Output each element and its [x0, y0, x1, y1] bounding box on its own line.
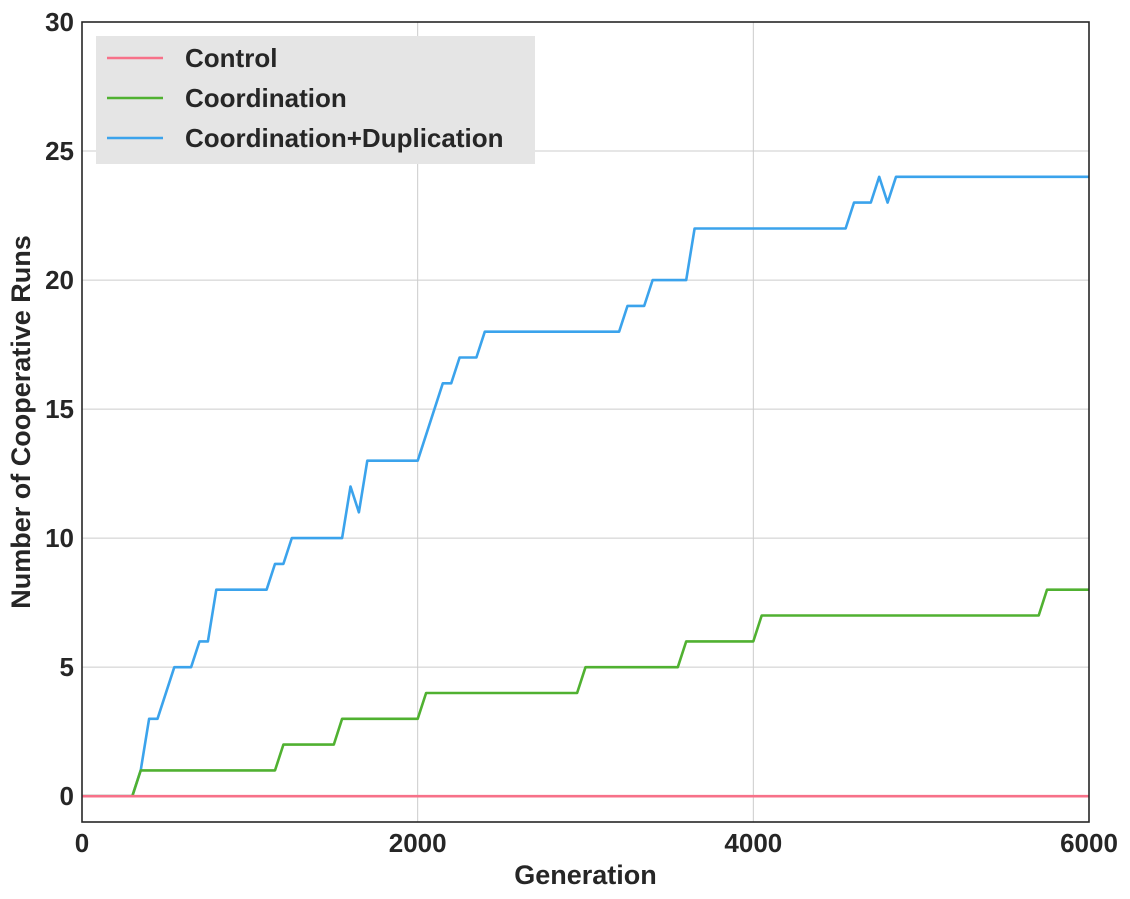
y-tick-label: 0 — [60, 781, 74, 811]
legend-label: Control — [185, 43, 277, 73]
y-axis-title: Number of Cooperative Runs — [6, 235, 36, 609]
y-tick-label: 10 — [45, 523, 74, 553]
series-line-coordination-duplication — [82, 175, 1089, 798]
x-axis-title: Generation — [514, 860, 657, 890]
legend-label: Coordination+Duplication — [185, 123, 504, 153]
series-line-coordination — [82, 588, 1089, 798]
y-tick-label: 5 — [60, 652, 74, 682]
y-tick-label: 20 — [45, 265, 74, 295]
x-tick-label: 4000 — [724, 828, 782, 858]
y-tick-labels: 0 5 10 15 20 25 30 — [45, 7, 74, 811]
x-tick-label: 0 — [75, 828, 89, 858]
x-tick-label: 6000 — [1060, 828, 1118, 858]
y-tick-label: 30 — [45, 7, 74, 37]
legend-label: Coordination — [185, 83, 347, 113]
y-tick-label: 15 — [45, 394, 74, 424]
series-layer — [82, 175, 1089, 798]
legend: Control Coordination Coordination+Duplicat… — [96, 36, 535, 164]
plot-frame — [81, 21, 1090, 823]
x-tick-label: 2000 — [389, 828, 447, 858]
legend-background — [96, 36, 535, 164]
y-tick-label: 25 — [45, 136, 74, 166]
legend-items: Control Coordination Coordination+Duplicat… — [107, 43, 504, 153]
x-tick-labels: 0 2000 4000 6000 — [75, 828, 1118, 858]
